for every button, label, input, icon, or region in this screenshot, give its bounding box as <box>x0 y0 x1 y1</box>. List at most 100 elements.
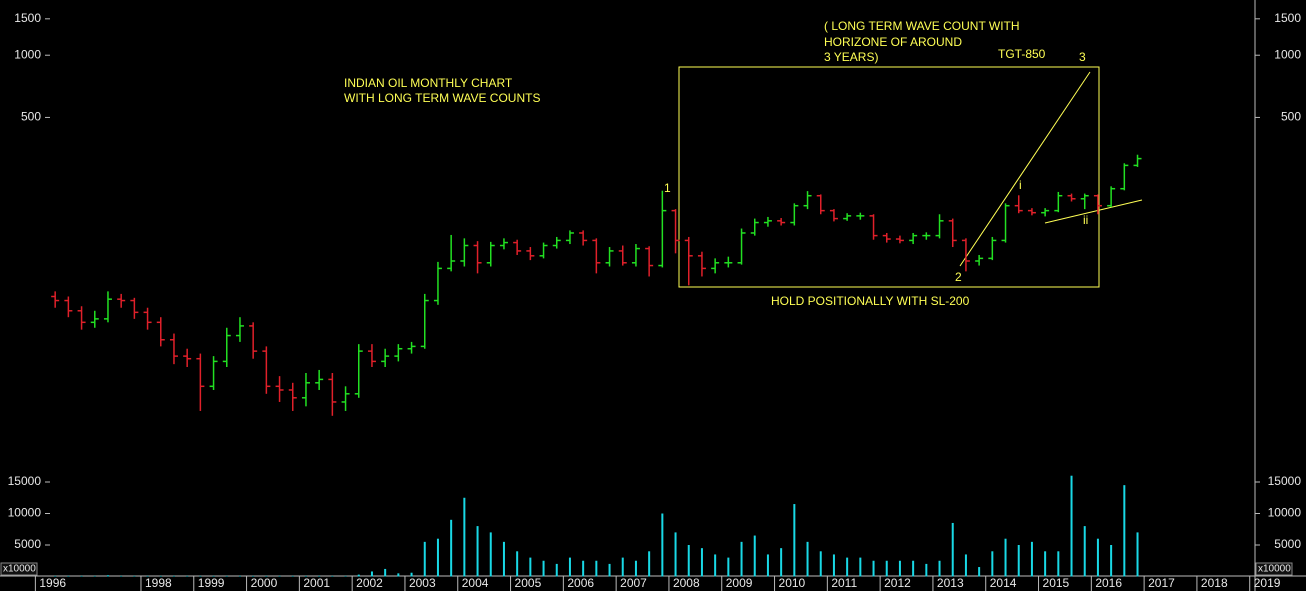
volume-bar <box>885 560 888 577</box>
volume-bar <box>687 545 690 577</box>
volume-bar <box>1044 551 1047 577</box>
volume-bar <box>318 575 321 577</box>
y-tick-label: 1500 <box>14 11 41 25</box>
volume-bar <box>410 572 413 577</box>
x-tick-label: 1998 <box>145 576 172 590</box>
x-tick-label: 2016 <box>1095 576 1122 590</box>
y-tick-label: 10000 <box>8 506 42 520</box>
x-tick-label: 2018 <box>1201 576 1228 590</box>
volume-bar <box>634 560 637 577</box>
volume-bar <box>1096 538 1099 577</box>
volume-bar <box>568 557 571 577</box>
volume-bar <box>621 557 624 577</box>
volume-bar <box>436 538 439 577</box>
x-tick-label: 2017 <box>1148 576 1175 590</box>
volume-bar <box>1004 538 1007 577</box>
volume-bar <box>120 575 123 577</box>
volume-bar <box>423 541 426 577</box>
unit-box <box>1255 562 1293 576</box>
volume-bar <box>793 504 796 577</box>
volume-bar <box>978 567 981 577</box>
volume-bar <box>291 575 294 577</box>
volume-bar <box>555 563 558 577</box>
volume-bar <box>766 554 769 577</box>
target-line <box>959 71 1091 267</box>
y-tick-label: 5000 <box>14 537 41 551</box>
x-tick-label: 2000 <box>251 576 278 590</box>
x-tick-label: 2007 <box>620 576 647 590</box>
y-tick-label: 5000 <box>1274 537 1301 551</box>
volume-bar <box>199 575 202 577</box>
volume-bar <box>212 575 215 577</box>
volume-bar <box>93 575 96 577</box>
volume-bar <box>819 551 822 577</box>
volume-bar <box>450 519 453 577</box>
annotation-box <box>678 66 1100 288</box>
y-tick-label: 15000 <box>1268 474 1302 488</box>
wave-label: 1 <box>664 181 671 195</box>
trend-line <box>1044 199 1143 224</box>
volume-bar <box>714 554 717 577</box>
volume-bar <box>357 574 360 577</box>
volume-bar <box>133 575 136 577</box>
volume-bar <box>951 522 954 577</box>
volume-bar <box>1136 532 1139 577</box>
volume-bar <box>661 513 664 577</box>
volume-bar <box>898 560 901 577</box>
volume-bar <box>80 575 83 577</box>
y-tick-label: 1000 <box>14 47 41 61</box>
volume-bar <box>727 557 730 577</box>
x-tick-label: 2010 <box>779 576 806 590</box>
x-tick-label: 2015 <box>1043 576 1070 590</box>
volume-bar <box>502 541 505 577</box>
y-tick-label: 1000 <box>1274 47 1301 61</box>
x-tick-label: 2012 <box>884 576 911 590</box>
volume-bar <box>384 568 387 577</box>
volume-bar <box>938 560 941 577</box>
volume-bar <box>54 575 57 577</box>
volume-bar <box>608 563 611 577</box>
volume-bar <box>186 575 189 577</box>
volume-bar <box>1057 551 1060 577</box>
volume-bar <box>146 575 149 577</box>
volume-bar <box>859 557 862 577</box>
annotation: WITH LONG TERM WAVE COUNTS <box>344 91 540 105</box>
volume-bar <box>172 575 175 577</box>
x-tick-label: 2006 <box>567 576 594 590</box>
annotation: INDIAN OIL MONTHLY CHART <box>344 76 513 90</box>
y-tick-label: 10000 <box>1268 506 1302 520</box>
volume-bar <box>674 532 677 577</box>
volume-bar <box>1083 526 1086 577</box>
volume-bar <box>225 575 228 577</box>
unit-label: x10000 <box>1258 564 1291 575</box>
volume-bar <box>278 575 281 577</box>
annotation: HOLD POSITIONALLY WITH SL-200 <box>771 294 970 308</box>
volume-bar <box>67 575 70 577</box>
x-tick-label: 2009 <box>726 576 753 590</box>
y-tick-label: 500 <box>21 110 41 124</box>
x-tick-label: 2011 <box>831 576 857 590</box>
unit-label: x10000 <box>3 564 36 575</box>
volume-bar <box>740 541 743 577</box>
volume-bar <box>265 575 268 577</box>
x-tick-label: 2001 <box>303 576 330 590</box>
volume-bar <box>753 535 756 577</box>
x-tick-label: 2002 <box>356 576 383 590</box>
x-tick-label: 2014 <box>990 576 1017 590</box>
annotation: 3 YEARS) <box>824 50 878 64</box>
volume-bar <box>872 560 875 577</box>
volume-bar <box>1123 485 1126 577</box>
wave-label: 2 <box>955 270 962 284</box>
volume-bar <box>1017 545 1020 577</box>
volume-bar <box>846 557 849 577</box>
annotation: HORIZONE OF AROUND <box>824 35 962 49</box>
volume-bar <box>1070 475 1073 577</box>
y-tick-label: 500 <box>1281 110 1301 124</box>
annotation: ( LONG TERM WAVE COUNT WITH <box>824 19 1020 33</box>
x-tick-label: 1996 <box>39 576 66 590</box>
unit-box <box>0 562 38 576</box>
volume-bar <box>489 532 492 577</box>
volume-bar <box>344 575 347 577</box>
volume-bar <box>238 575 241 577</box>
volume-bar <box>595 560 598 577</box>
